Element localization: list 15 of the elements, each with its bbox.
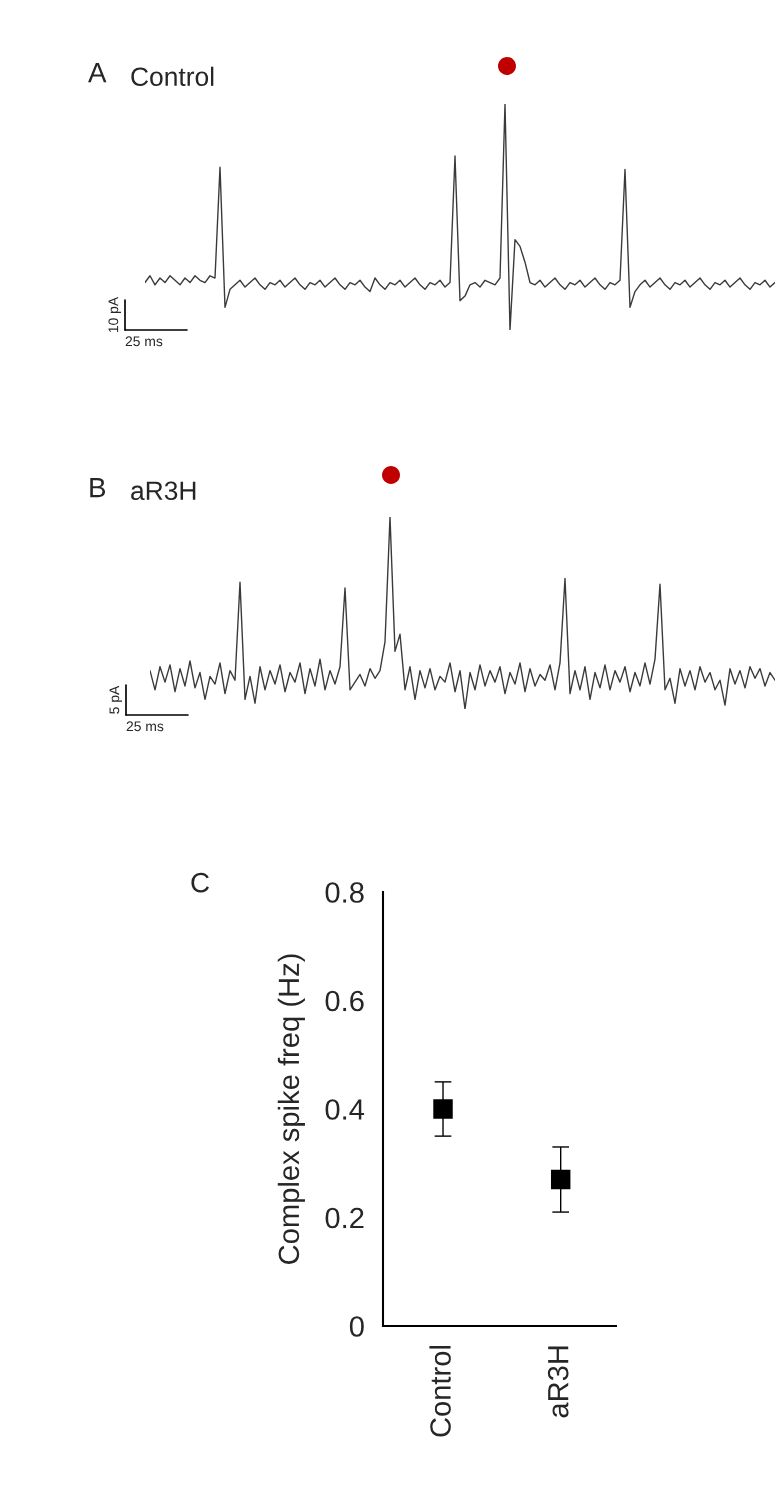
chart-subtitle: aR3H	[131, 481, 196, 501]
y-tick-label: 0.6	[325, 990, 364, 1012]
text: 5 pA	[109, 685, 122, 714]
text: 10 pA	[108, 296, 121, 333]
y-tick-label: 0	[349, 1316, 364, 1337]
chart-title: B	[90, 478, 106, 498]
text: 25 ms	[125, 336, 163, 347]
y-tick-label: 0.4	[325, 1099, 365, 1120]
y-tick-label: 0.2	[325, 1207, 364, 1229]
chart-title: C	[191, 872, 209, 893]
chart-subtitle: Control	[131, 66, 214, 87]
text: 25 ms	[126, 721, 164, 732]
y-tick-label: 0.8	[325, 882, 364, 903]
y-axis-title: Complex spike freq (Hz)	[277, 954, 305, 1264]
chart-title: A	[88, 63, 107, 83]
